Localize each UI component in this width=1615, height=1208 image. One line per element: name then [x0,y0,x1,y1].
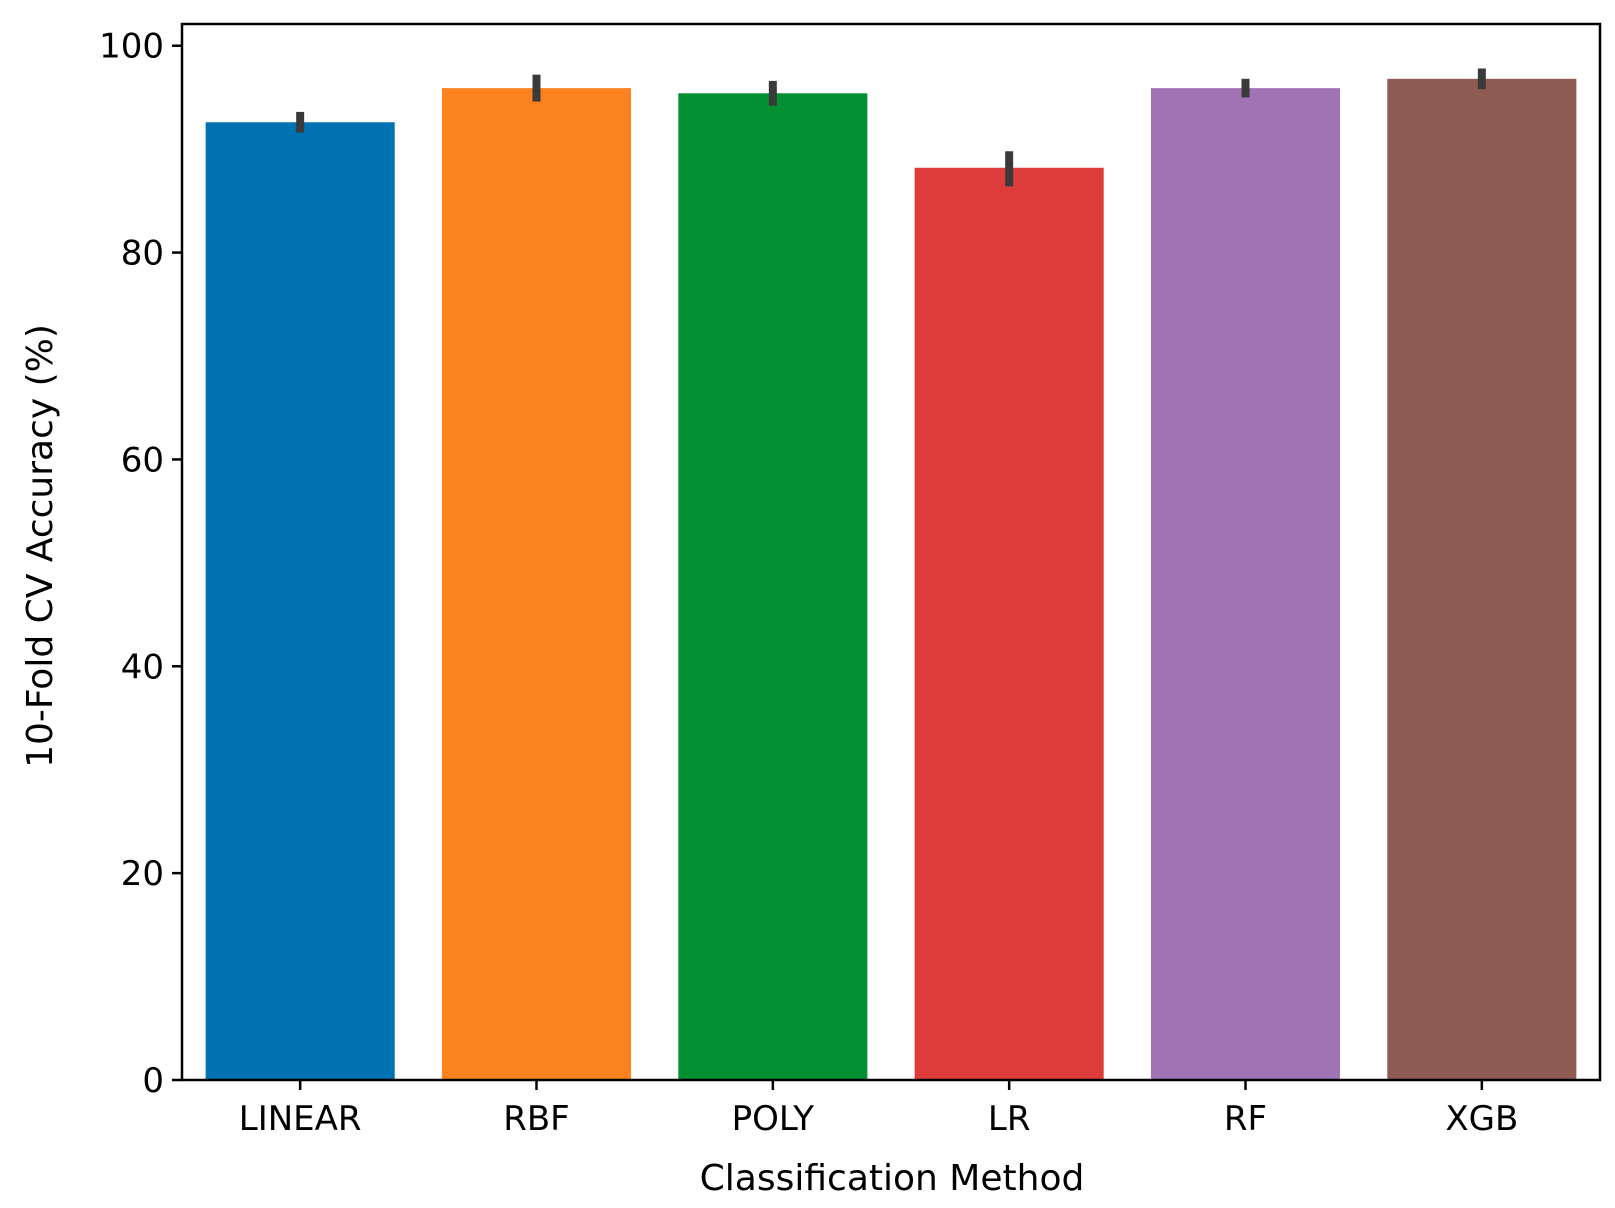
x-axis-title: Classification Method [700,1158,1085,1199]
axes-layer [180,22,1602,1082]
bar-poly [678,93,868,1081]
y-tick-label: 0 [142,1061,164,1101]
y-axis-title: 10-Fold CV Accuracy (%) [20,324,61,768]
x-tick-label-lr: LR [988,1099,1031,1139]
y-tick-label: 80 [121,234,164,274]
plot-frame [180,22,1602,1082]
x-tick-label-poly: POLY [732,1099,815,1139]
x-tick-label-linear: LINEAR [239,1099,362,1139]
x-tick-label-xgb: XGB [1445,1099,1518,1139]
y-tick-label: 60 [121,440,164,480]
bar-linear [205,122,395,1081]
bar-xgb [1387,78,1577,1081]
x-tick-label-rbf: RBF [503,1099,570,1139]
bar-rf [1150,88,1341,1080]
y-tick-label: 40 [121,647,164,687]
y-tick-label: 20 [121,854,164,894]
y-axis-ticks: 0 20 40 60 80 100 [99,27,182,1101]
x-axis-ticks: LINEAR RBF POLY LR RF XGB [239,1080,1518,1139]
y-tick-label: 100 [99,27,164,67]
bar-rbf [441,88,632,1080]
x-tick-label-rf: RF [1224,1099,1267,1139]
bars-layer [205,78,1577,1081]
bar-lr [914,167,1104,1080]
error-bars-layer [296,68,1486,187]
